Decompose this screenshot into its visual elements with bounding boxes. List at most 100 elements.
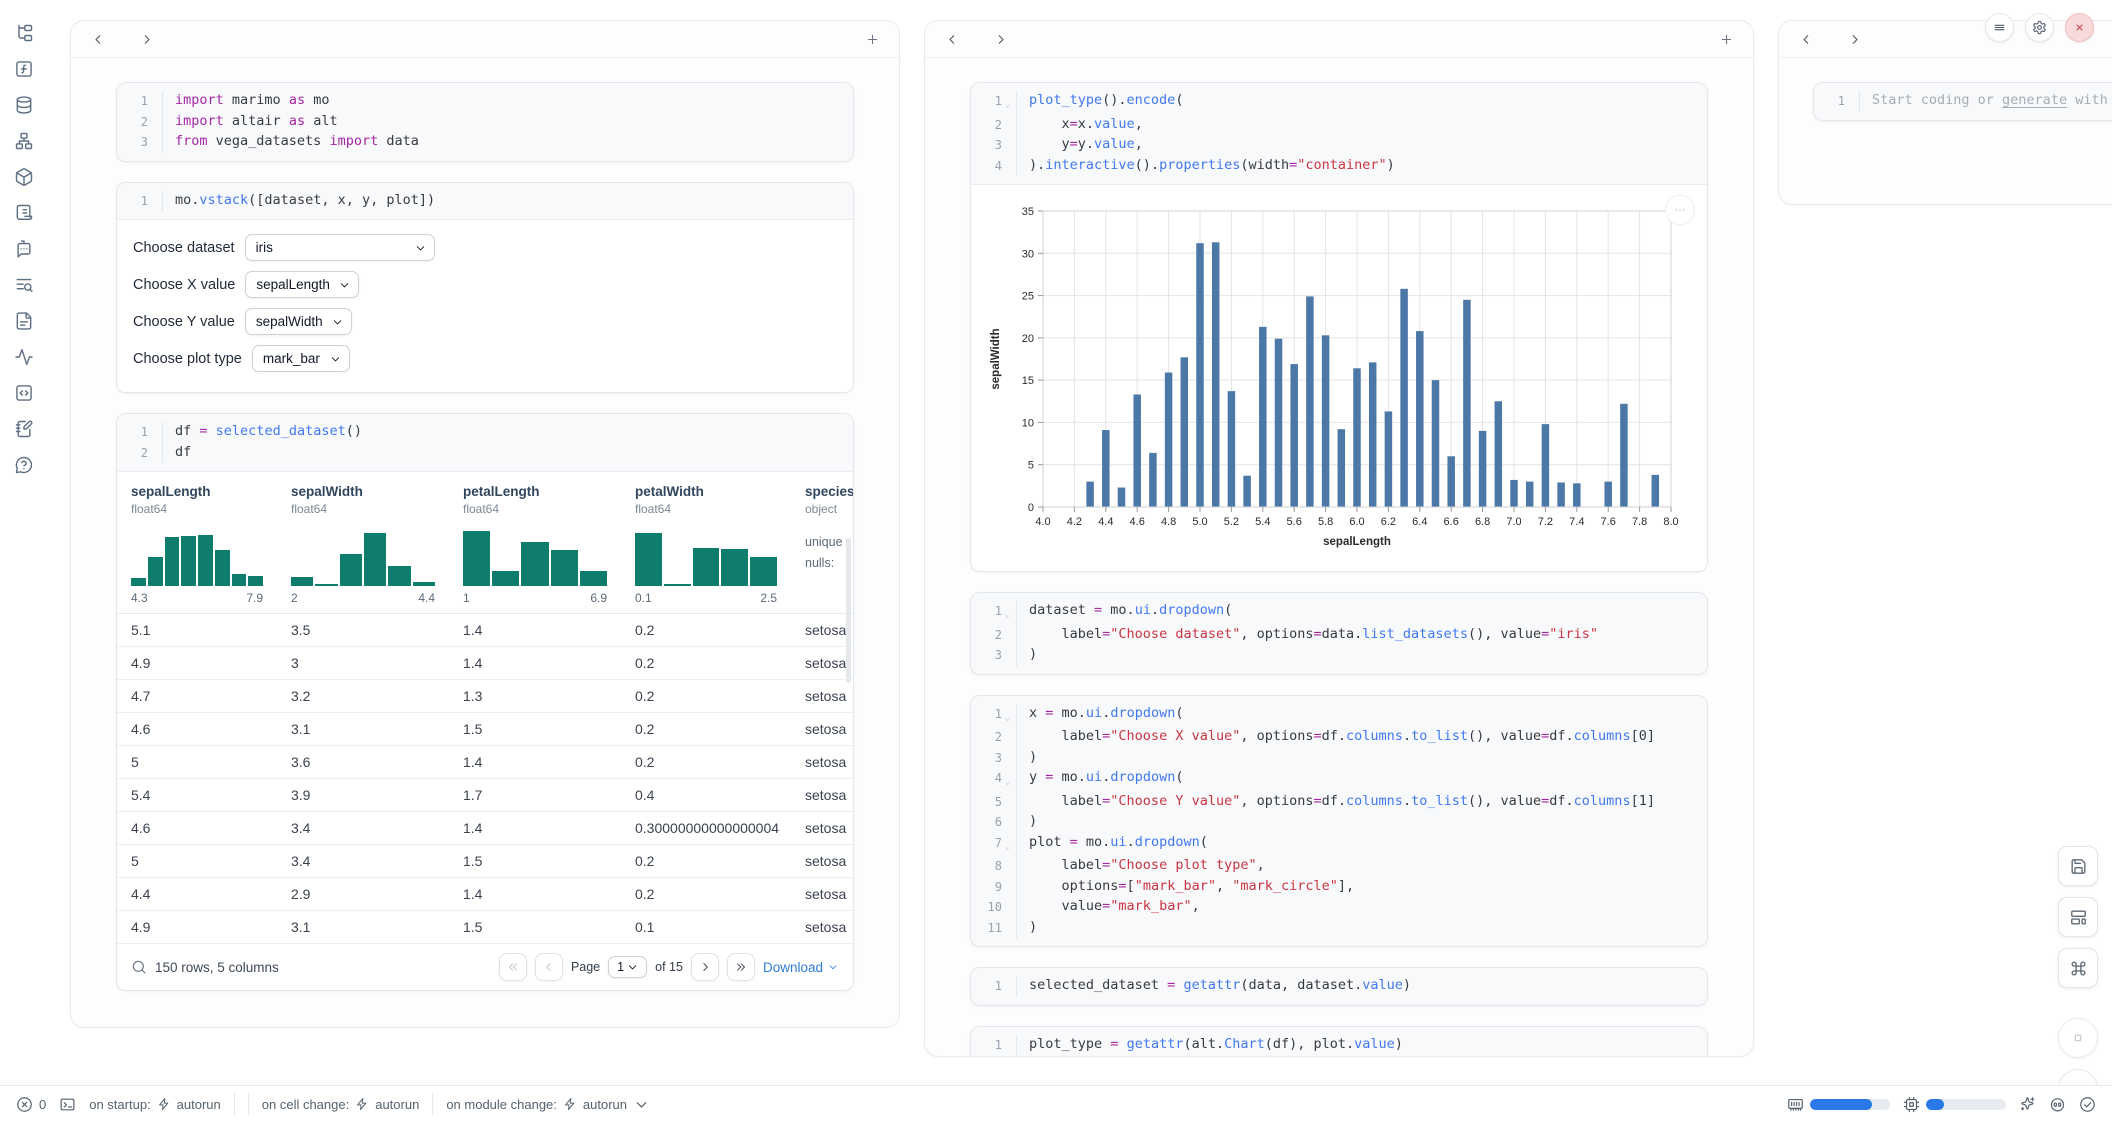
code-editor[interactable]: 1⌄plot_type().encode(2 x=x.value,3 y=y.v… bbox=[971, 83, 1707, 185]
rail-item-file-text[interactable] bbox=[9, 306, 39, 336]
rail-item-code-square[interactable] bbox=[9, 378, 39, 408]
table-row[interactable]: 5.43.91.70.4setosa bbox=[117, 779, 853, 812]
code-token: "iris" bbox=[1549, 626, 1598, 642]
table-row[interactable]: 4.42.91.40.2setosa bbox=[117, 878, 853, 911]
chevron-left-icon bbox=[945, 32, 960, 47]
rail-item-bot-message[interactable] bbox=[9, 234, 39, 264]
table-row[interactable]: 5.13.51.40.2setosa bbox=[117, 614, 853, 647]
code-token: with AI bbox=[2067, 92, 2112, 108]
page-select[interactable]: 1 bbox=[608, 956, 647, 978]
fold-marker bbox=[1002, 877, 1016, 898]
next-column-button[interactable] bbox=[135, 28, 157, 50]
next-column-button[interactable] bbox=[989, 28, 1011, 50]
stop-button[interactable] bbox=[2058, 1018, 2098, 1058]
rail-item-notebook-pen[interactable] bbox=[9, 414, 39, 444]
code-token: options bbox=[1029, 878, 1118, 894]
code-line: 2 label="Choose X value", options=df.col… bbox=[971, 727, 1707, 748]
code-line: 1selected_dataset = getattr(data, datase… bbox=[971, 976, 1707, 997]
rail-item-database[interactable] bbox=[9, 90, 39, 120]
line-number: 1 bbox=[995, 601, 1002, 625]
rail-item-help-circle[interactable] bbox=[9, 450, 39, 480]
on-module-change-toggle[interactable]: on module change:autorun bbox=[446, 1096, 650, 1113]
code-token: x bbox=[1029, 116, 1070, 132]
bar-chart[interactable]: 4.04.24.44.64.85.05.25.45.65.86.06.26.46… bbox=[983, 201, 1689, 553]
code-token: ([dataset, x, y, plot]) bbox=[248, 192, 435, 208]
y-value-select[interactable]: sepalWidth bbox=[245, 308, 352, 335]
statusbar-divider bbox=[248, 1093, 249, 1115]
code-text: label="Choose X value", options=df.colum… bbox=[1017, 727, 1707, 748]
error-indicator[interactable]: 0 bbox=[16, 1096, 46, 1113]
notebook-pen-icon bbox=[14, 419, 34, 439]
terminal-button[interactable] bbox=[59, 1096, 76, 1113]
table-cell: 0.1 bbox=[621, 919, 791, 935]
search-icon[interactable] bbox=[131, 959, 147, 975]
code-editor[interactable]: 1mo.vstack([dataset, x, y, plot]) bbox=[117, 183, 853, 221]
on-startup-label: on startup: bbox=[89, 1097, 150, 1112]
rail-item-list-search[interactable] bbox=[9, 270, 39, 300]
prev-column-button[interactable] bbox=[941, 28, 963, 50]
column-name: sepalLength bbox=[131, 484, 263, 499]
svg-text:sepalWidth: sepalWidth bbox=[990, 328, 1002, 389]
code-editor[interactable]: 1⌄dataset = mo.ui.dropdown(2 label="Choo… bbox=[971, 593, 1707, 674]
line-number: 2 bbox=[141, 443, 148, 464]
chart-menu-button[interactable] bbox=[1665, 195, 1695, 225]
layout-template-button[interactable] bbox=[2058, 897, 2098, 937]
rail-item-workflow[interactable] bbox=[9, 126, 39, 156]
first-page-button[interactable] bbox=[499, 953, 527, 981]
code-token: mo. bbox=[1053, 705, 1086, 721]
ai-assist-button[interactable] bbox=[2019, 1096, 2036, 1113]
prev-column-button[interactable] bbox=[87, 28, 109, 50]
rail-item-package[interactable] bbox=[9, 162, 39, 192]
dataset-select[interactable]: iris bbox=[245, 234, 435, 261]
kernel-status-button[interactable] bbox=[2079, 1096, 2096, 1113]
code-editor[interactable]: 1⌄x = mo.ui.dropdown(2 label="Choose X v… bbox=[971, 696, 1707, 947]
table-scrollbar[interactable] bbox=[846, 538, 851, 683]
copilot-button[interactable] bbox=[2049, 1096, 2066, 1113]
last-page-button[interactable] bbox=[727, 953, 755, 981]
prev-column-button[interactable] bbox=[1795, 28, 1817, 50]
table-row[interactable]: 4.63.41.40.30000000000000004setosa bbox=[117, 812, 853, 845]
code-editor[interactable]: 1import marimo as mo2import altair as al… bbox=[117, 83, 853, 161]
on-startup-toggle[interactable]: on startup:autorun bbox=[89, 1097, 221, 1112]
line-gutter: 1 bbox=[117, 422, 163, 443]
on-cell-change-toggle[interactable]: on cell change:autorun bbox=[262, 1097, 420, 1112]
table-row[interactable]: 4.931.40.2setosa bbox=[117, 647, 853, 680]
code-editor[interactable]: 1Start coding or generate with AI bbox=[1814, 83, 2112, 120]
ram-usage[interactable] bbox=[1787, 1096, 1890, 1113]
table-cell: setosa bbox=[791, 886, 854, 902]
rail-item-file-tree[interactable] bbox=[9, 18, 39, 48]
table-row[interactable]: 4.93.11.50.1setosa bbox=[117, 911, 853, 944]
rail-item-scroll-text[interactable] bbox=[9, 198, 39, 228]
save-button[interactable] bbox=[2058, 846, 2098, 886]
plot-type-select[interactable]: mark_bar bbox=[252, 345, 350, 372]
cpu-usage[interactable] bbox=[1903, 1096, 2006, 1113]
code-token: ) bbox=[1029, 646, 1037, 662]
table-row[interactable]: 53.41.50.2setosa bbox=[117, 845, 853, 878]
fold-marker bbox=[1002, 1035, 1016, 1056]
code-editor[interactable]: 1df = selected_dataset()2df bbox=[117, 414, 853, 472]
x-value-select[interactable]: sepalLength bbox=[245, 271, 359, 298]
rail-item-function-square[interactable] bbox=[9, 54, 39, 84]
close-button[interactable] bbox=[2065, 13, 2094, 42]
settings-button[interactable] bbox=[2025, 13, 2054, 42]
table-row[interactable]: 4.73.21.30.2setosa bbox=[117, 680, 853, 713]
menu-button[interactable] bbox=[1985, 13, 2014, 42]
line-number: 2 bbox=[995, 625, 1002, 646]
next-page-button[interactable] bbox=[691, 953, 719, 981]
next-column-button[interactable] bbox=[1843, 28, 1865, 50]
chart-bar bbox=[1652, 475, 1660, 507]
table-row[interactable]: 53.61.40.2setosa bbox=[117, 746, 853, 779]
table-row[interactable]: 4.63.11.50.2setosa bbox=[117, 713, 853, 746]
add-cell-button[interactable] bbox=[1715, 28, 1737, 50]
download-button[interactable]: Download bbox=[763, 960, 839, 975]
line-gutter: 1 bbox=[971, 1035, 1017, 1056]
fold-marker: ⌄ bbox=[1002, 601, 1016, 625]
add-cell-button[interactable] bbox=[861, 28, 883, 50]
code-editor[interactable]: 1selected_dataset = getattr(data, datase… bbox=[971, 968, 1707, 1005]
command-button[interactable] bbox=[2058, 948, 2098, 988]
code-token: , bbox=[1257, 857, 1265, 873]
code-editor[interactable]: 1plot_type = getattr(alt.Chart(df), plot… bbox=[971, 1027, 1707, 1057]
rail-item-activity[interactable] bbox=[9, 342, 39, 372]
code-token: value bbox=[1362, 977, 1403, 993]
prev-page-button[interactable] bbox=[535, 953, 563, 981]
